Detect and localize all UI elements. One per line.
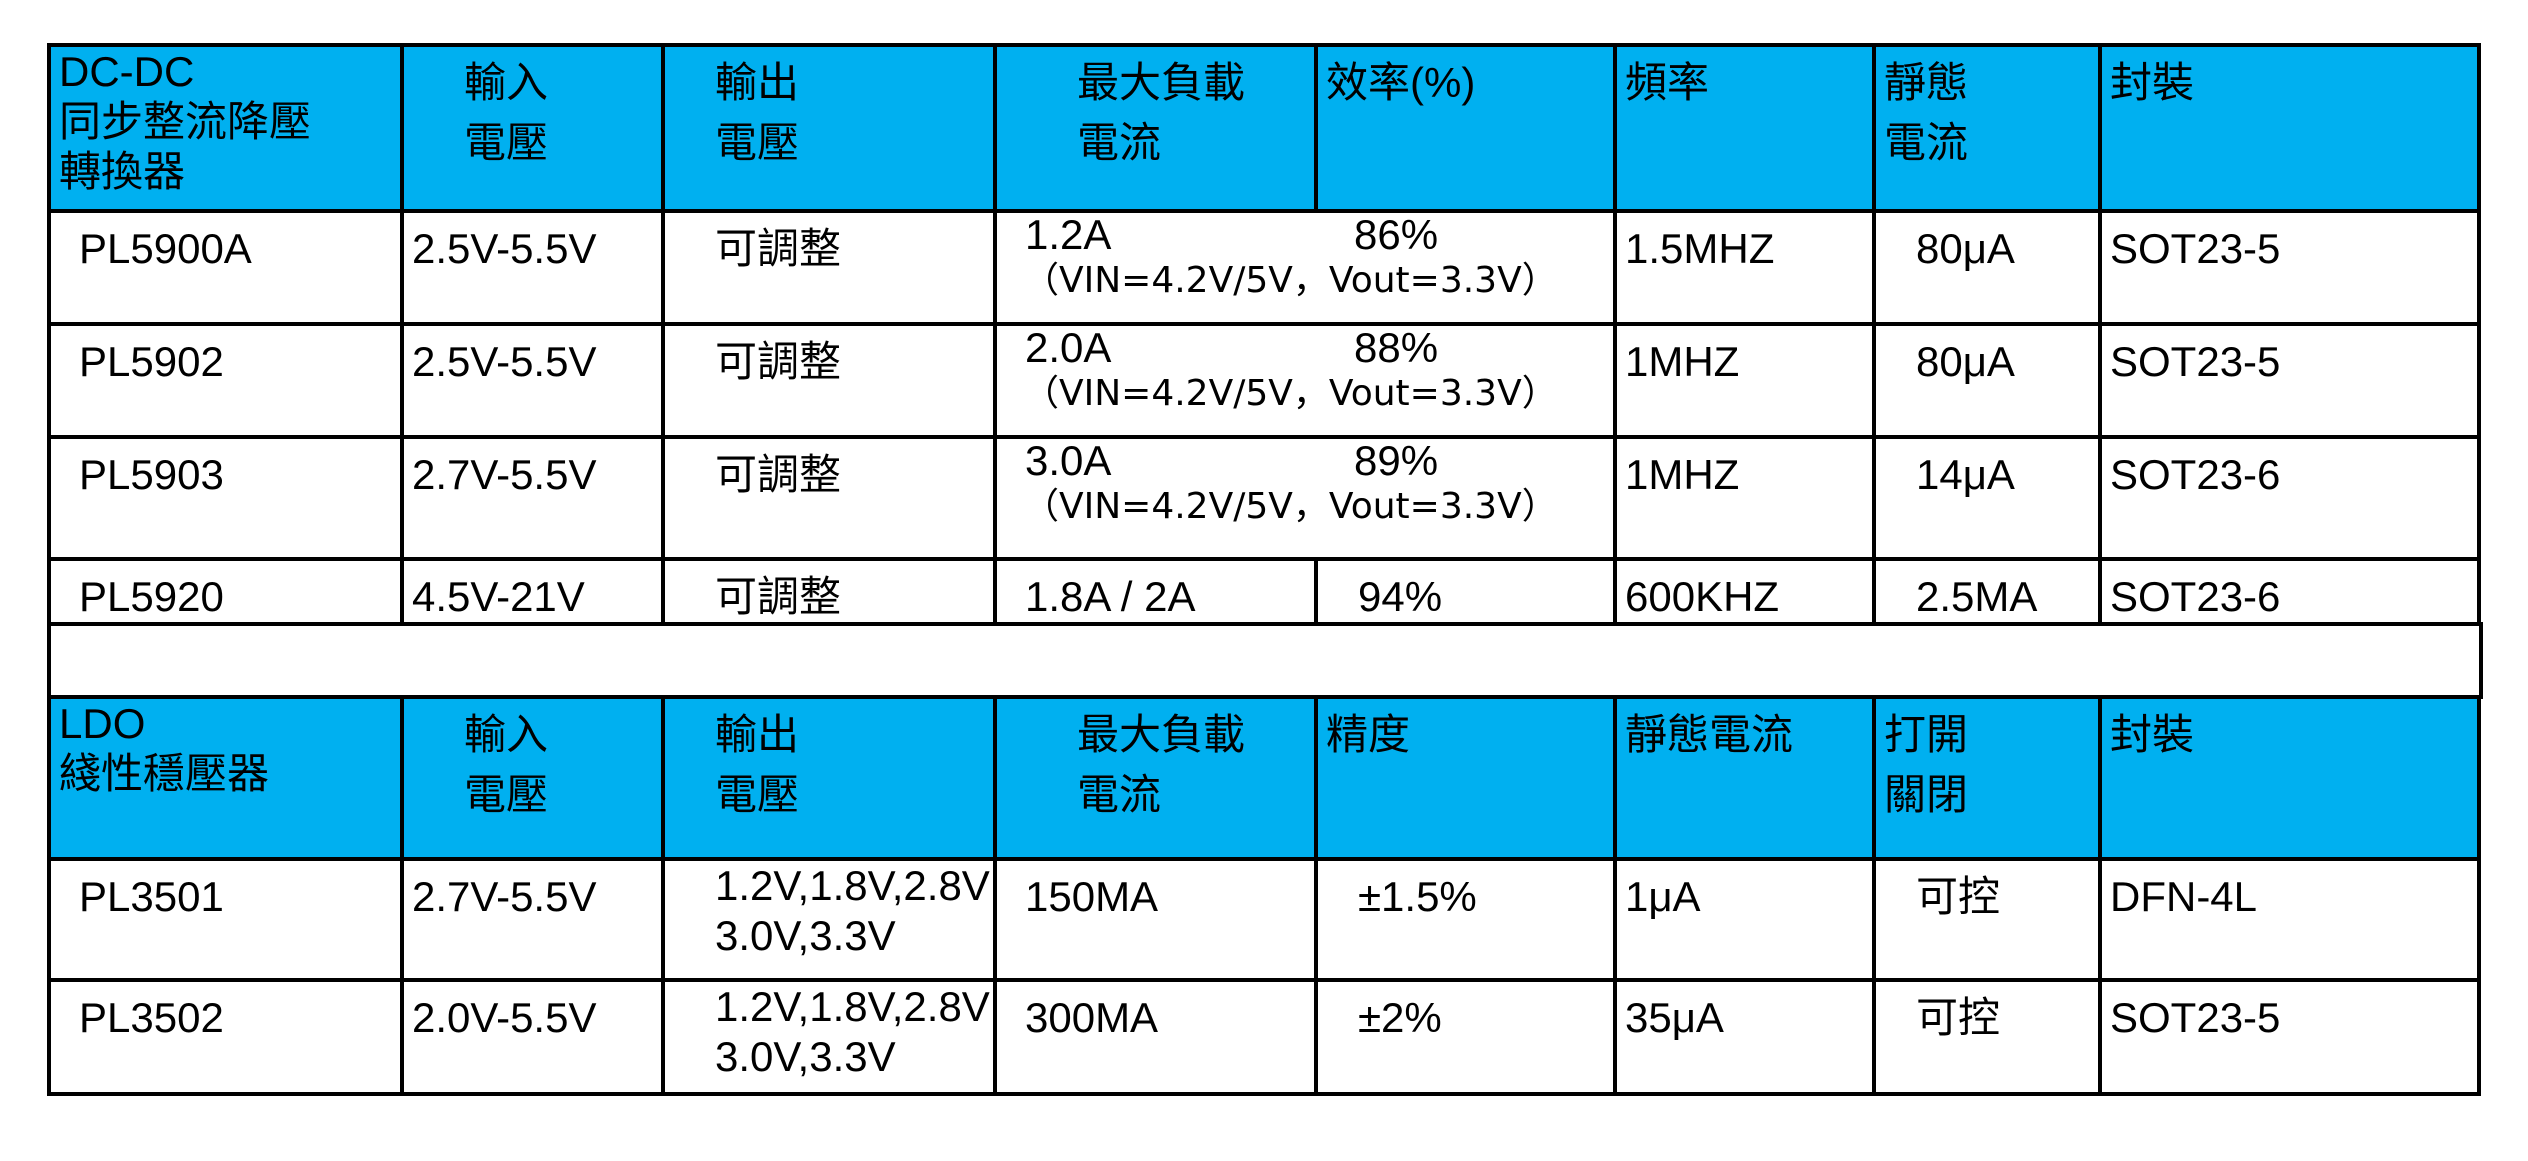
table-cell: 1.2V,1.8V,2.8V 3.0V,3.3V — [661, 978, 997, 1096]
header-cell: 輸出 電壓 — [661, 43, 997, 213]
header-cell: 輸出 電壓 — [661, 695, 997, 861]
table-cell: 可調整 — [661, 209, 997, 326]
table-cell: SOT23-6 — [2098, 435, 2481, 561]
table-cell: 4.5V-21V — [400, 557, 665, 626]
table-cell: 150MA — [993, 857, 1318, 982]
header-cell: 封裝 — [2098, 43, 2481, 213]
table-cell: DFN-4L — [2098, 857, 2481, 982]
header-cell: 頻率 — [1613, 43, 1876, 213]
header-cell: 輸入 電壓 — [400, 695, 665, 861]
table-cell: 600KHZ — [1613, 557, 1876, 626]
header-cell: 打開 關閉 — [1872, 695, 2102, 861]
table-cell: 可調整 — [661, 557, 997, 626]
header-cell: 效率(%) — [1314, 43, 1617, 213]
header-cell: DC-DC 同步整流降壓 轉換器 — [47, 43, 404, 213]
table-cell: 35μA — [1613, 978, 1876, 1096]
table-cell: SOT23-6 — [2098, 557, 2481, 626]
table-cell: PL5920 — [47, 557, 404, 626]
header-cell: 精度 — [1314, 695, 1617, 861]
header-cell: 靜態 電流 — [1872, 43, 2102, 213]
header-cell: 封裝 — [2098, 695, 2481, 861]
table-cell: ±2% — [1314, 978, 1617, 1096]
header-cell: 靜態電流 — [1613, 695, 1876, 861]
table-cell: 1μA — [1613, 857, 1876, 982]
table-cell: 1MHZ — [1613, 435, 1876, 561]
table-cell: 80μA — [1872, 209, 2102, 326]
table-cell: 300MA — [993, 978, 1318, 1096]
table-cell: 可調整 — [661, 322, 997, 439]
table-cell: 80μA — [1872, 322, 2102, 439]
table-cell: PL3502 — [47, 978, 404, 1096]
header-cell: 最大負載 電流 — [993, 695, 1318, 861]
header-cell: 輸入 電壓 — [400, 43, 665, 213]
table-cell: SOT23-5 — [2098, 209, 2481, 326]
table-cell: ±1.5% — [1314, 857, 1617, 982]
table-cell: 可調整 — [661, 435, 997, 561]
table-cell: 可控 — [1872, 857, 2102, 982]
table-cell: 2.5MA — [1872, 557, 2102, 626]
separator-row — [47, 622, 2483, 699]
table-cell: PL5900A — [47, 209, 404, 326]
table-cell: SOT23-5 — [2098, 978, 2481, 1096]
table-cell: 1.2V,1.8V,2.8V 3.0V,3.3V — [661, 857, 997, 982]
header-cell: LDO 綫性穩壓器 — [47, 695, 404, 861]
cell-note: （VIN=4.2V/5V，Vout=3.3V） — [1023, 260, 1558, 301]
table-cell: SOT23-5 — [2098, 322, 2481, 439]
table-cell: 1.5MHZ — [1613, 209, 1876, 326]
table-cell: PL5903 — [47, 435, 404, 561]
cell-note: （VIN=4.2V/5V，Vout=3.3V） — [1023, 486, 1558, 527]
table-cell: 可控 — [1872, 978, 2102, 1096]
table-cell: PL3501 — [47, 857, 404, 982]
cell-note: （VIN=4.2V/5V，Vout=3.3V） — [1023, 373, 1558, 414]
table-cell: 2.5V-5.5V — [400, 322, 665, 439]
table-cell: PL5902 — [47, 322, 404, 439]
header-cell: 最大負載 電流 — [993, 43, 1318, 213]
table-cell: 14μA — [1872, 435, 2102, 561]
table-cell: 2.0V-5.5V — [400, 978, 665, 1096]
table-cell: 2.5V-5.5V — [400, 209, 665, 326]
table-cell: 2.7V-5.5V — [400, 435, 665, 561]
table-cell: 1.8A / 2A — [993, 557, 1318, 626]
table-cell: 1MHZ — [1613, 322, 1876, 439]
table-cell: 94% — [1314, 557, 1617, 626]
table-cell: 2.7V-5.5V — [400, 857, 665, 982]
